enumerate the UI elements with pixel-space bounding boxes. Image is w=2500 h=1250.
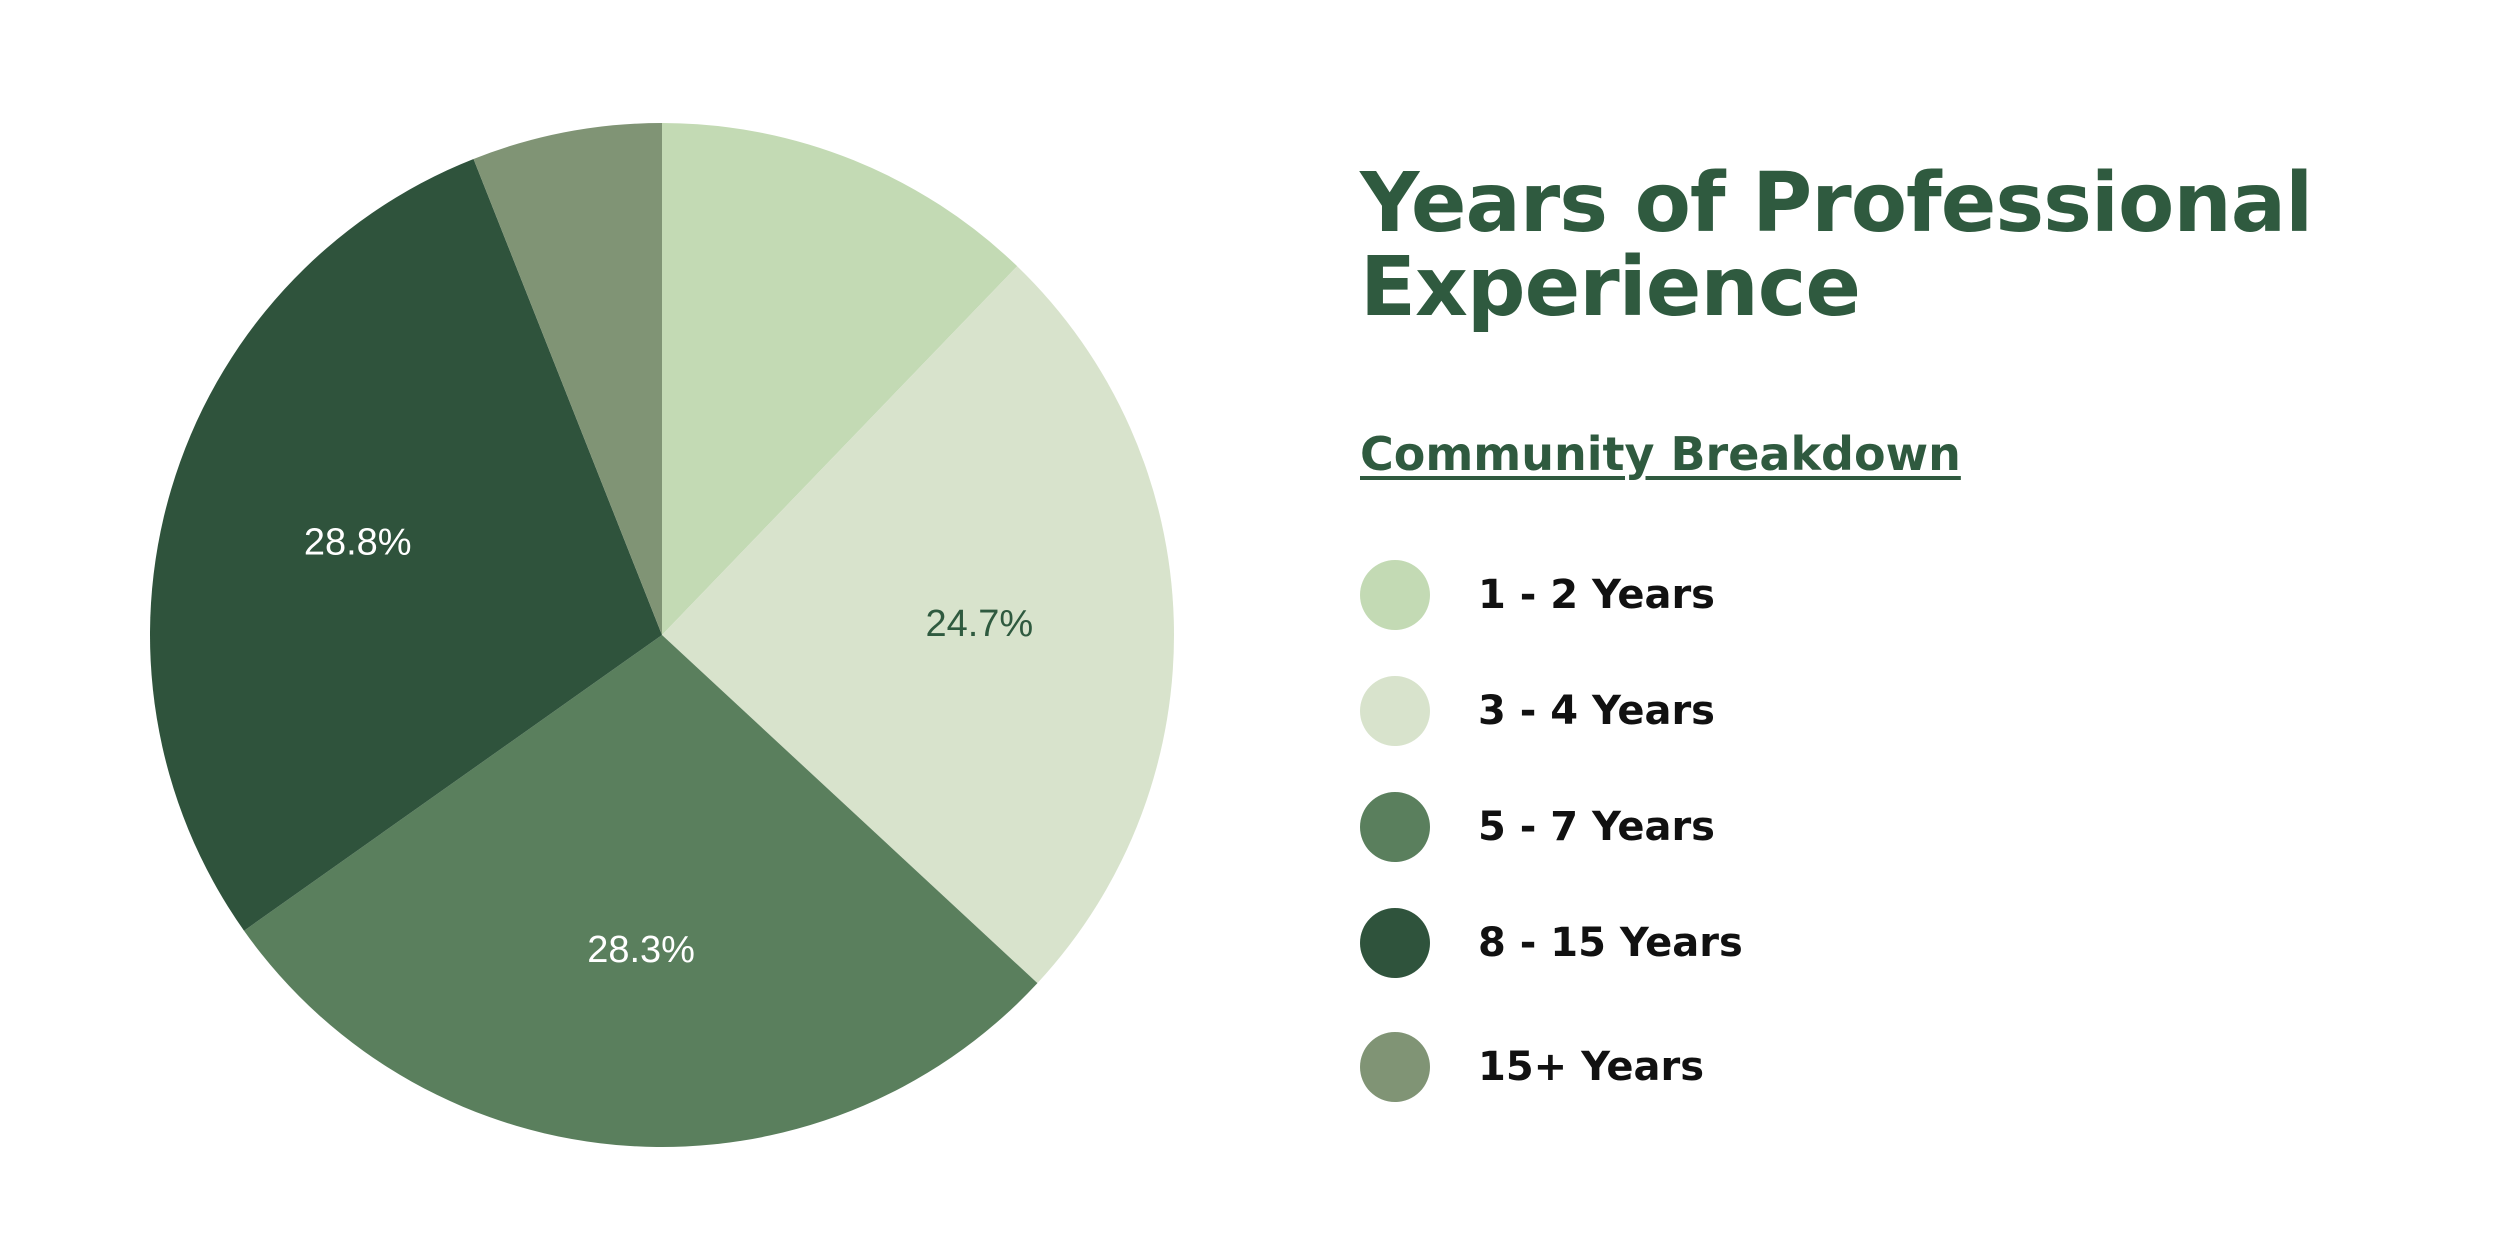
legend-swatch: [1360, 908, 1430, 978]
legend-swatch: [1360, 792, 1430, 862]
legend-label: 5 - 7 Years: [1478, 804, 1715, 850]
slice-label-4: 28.8%: [304, 522, 412, 564]
pie-slice-3: [244, 635, 1038, 1147]
legend-item: 3 - 4 Years: [1360, 676, 2060, 746]
pie-slice-2: [662, 266, 1174, 984]
legend-swatch: [1360, 676, 1430, 746]
pie-slice-5: [473, 123, 662, 635]
legend-item: 8 - 15 Years: [1360, 908, 2060, 978]
legend-label: 1 - 2 Years: [1478, 572, 1715, 618]
legend-label: 3 - 4 Years: [1478, 688, 1715, 734]
legend-label: 15+ Years: [1478, 1044, 1705, 1090]
pie-slice-1: [662, 123, 1018, 635]
legend-label: 8 - 15 Years: [1478, 920, 1743, 966]
slice-label-3: 28.3%: [587, 929, 695, 971]
legend-item: 1 - 2 Years: [1360, 560, 2060, 630]
legend-item: 15+ Years: [1360, 1032, 2060, 1102]
legend-swatch: [1360, 1032, 1430, 1102]
chart-subtitle: Community Breakdown: [1360, 427, 1961, 481]
slice-label-2: 24.7%: [925, 603, 1033, 645]
pie-slice-4: [149, 158, 662, 931]
pie-chart: 24.7% 28.3% 28.8%: [149, 123, 1174, 1147]
chart-title: Years of Professional Experience: [1360, 156, 2313, 335]
legend-item: 5 - 7 Years: [1360, 792, 2060, 862]
legend-swatch: [1360, 560, 1430, 630]
